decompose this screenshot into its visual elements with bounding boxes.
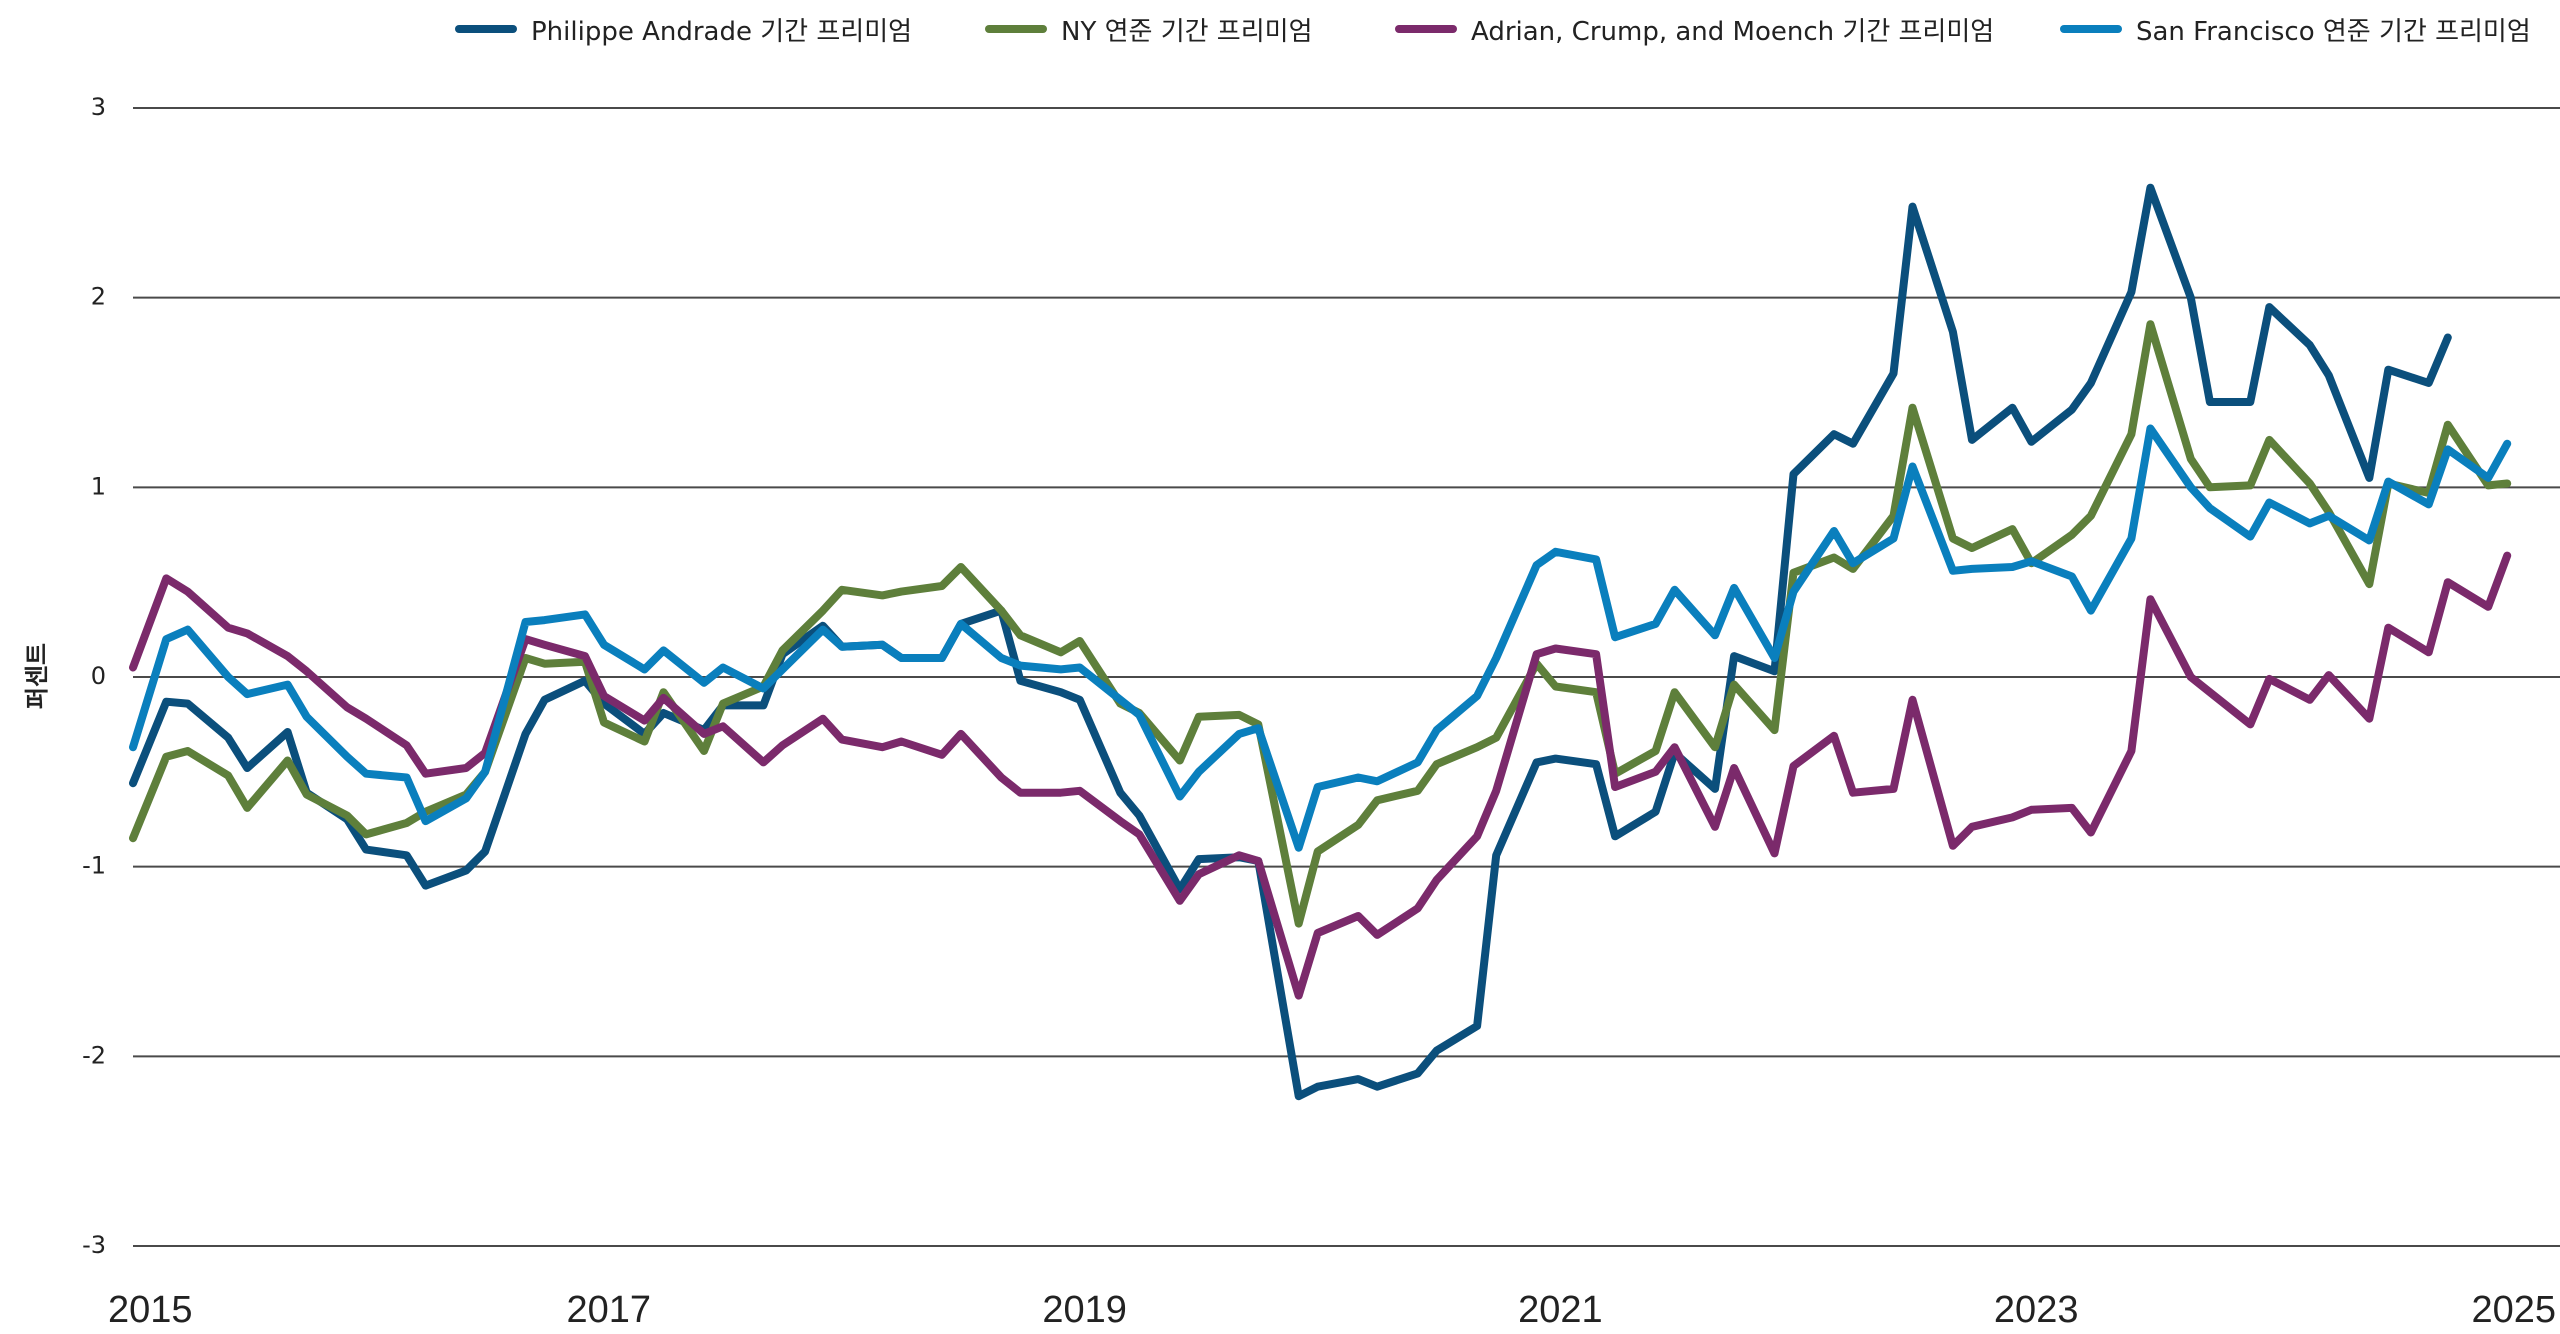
legend-item-andrade: Philippe Andrade 기간 프리미엄 (455, 4, 912, 54)
x-tick-label: 2023 (1994, 1289, 2079, 1331)
legend-item-acm: Adrian, Crump, and Moench 기간 프리미엄 (1395, 4, 1994, 54)
x-tick-label: 2025 (2471, 1289, 2556, 1331)
series-line-2 (129, 551, 2512, 1000)
series-line-3 (129, 424, 2512, 852)
y-tick-label: 3 (91, 93, 106, 121)
series-line-1 (129, 320, 2512, 928)
y-tick-label: 1 (91, 472, 106, 500)
legend-label-andrade: Philippe Andrade 기간 프리미엄 (531, 16, 913, 47)
legend-label-ny-fed: NY 연준 기간 프리미엄 (1061, 16, 1313, 47)
x-tick-label: 2021 (1518, 1289, 1603, 1331)
series-lines (129, 183, 2512, 1101)
legend-item-sf-fed: San Francisco 연준 기간 프리미엄 (2060, 4, 2531, 54)
series-line-0 (129, 183, 2452, 1101)
legend-item-ny-fed: NY 연준 기간 프리미엄 (985, 4, 1313, 54)
x-tick-label: 2019 (1042, 1289, 1127, 1331)
grid-lines (133, 107, 2560, 1247)
x-tick-label: 2015 (108, 1289, 193, 1331)
legend-swatch-sf-fed (2060, 25, 2122, 33)
legend-label-sf-fed: San Francisco 연준 기간 프리미엄 (2136, 16, 2531, 47)
legend-swatch-ny-fed (985, 25, 1047, 33)
legend: Philippe Andrade 기간 프리미엄 NY 연준 기간 프리미엄 A… (0, 4, 2560, 54)
y-tick-label: -1 (82, 852, 106, 880)
y-tick-label: -2 (82, 1041, 106, 1069)
legend-label-acm: Adrian, Crump, and Moench 기간 프리미엄 (1471, 16, 1995, 47)
x-tick-label: 2017 (567, 1289, 652, 1331)
legend-swatch-acm (1395, 25, 1457, 33)
y-axis-ticks: 3 2 1 0 -1 -2 -3 (82, 93, 106, 1259)
y-tick-label: 0 (91, 662, 106, 690)
y-axis-label: 퍼센트 (23, 643, 51, 709)
legend-swatch-andrade (455, 25, 517, 33)
y-tick-label: -3 (82, 1231, 106, 1259)
y-tick-label: 2 (91, 283, 106, 311)
x-axis-ticks: 2015 2017 2019 2021 2023 2025 (108, 1289, 2556, 1331)
